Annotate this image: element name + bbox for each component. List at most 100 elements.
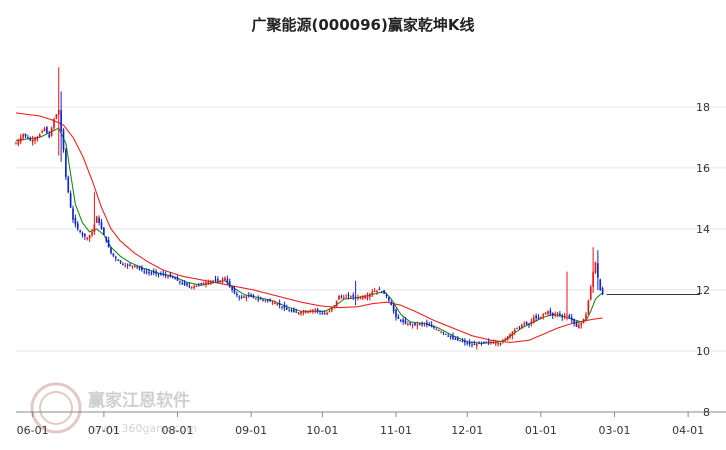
candle-body (236, 293, 238, 296)
candle-body (307, 310, 309, 313)
candle-body (582, 318, 585, 323)
candle-body (278, 303, 281, 306)
candle-body (281, 306, 283, 308)
candle-body (245, 296, 248, 299)
candle-body (60, 110, 62, 132)
candle-body (217, 279, 219, 281)
candle-body (509, 334, 511, 337)
candle-body (333, 305, 336, 308)
candle-body (390, 302, 393, 306)
candle-body (34, 138, 36, 141)
candle-body (274, 302, 276, 304)
candle-body (202, 283, 205, 285)
candle-body (421, 323, 423, 325)
candle-body (566, 314, 568, 316)
candle-body (15, 143, 17, 145)
candle-body (84, 234, 86, 237)
candle-body (556, 312, 559, 315)
candle-body (428, 323, 431, 326)
candle-body (388, 297, 390, 301)
candle-body (331, 308, 333, 311)
candle-body (91, 231, 93, 236)
candle-body (471, 344, 473, 346)
candle-body (55, 114, 58, 119)
x-tick-label: 11-01 (380, 424, 412, 437)
candle-body (430, 324, 433, 327)
candle-body (67, 177, 70, 193)
candle-body (321, 312, 324, 314)
candle-body (221, 279, 224, 281)
candle-body (464, 340, 466, 343)
candle-body (456, 338, 459, 341)
candle-body (511, 331, 514, 336)
candle-body (200, 283, 203, 285)
candle-body (297, 312, 300, 314)
candle-body (568, 315, 571, 318)
candle-body (224, 277, 226, 281)
candle-body (521, 325, 523, 329)
candle-body (454, 338, 457, 340)
candle-body (212, 280, 214, 282)
candle-body (288, 310, 290, 312)
candle-body (452, 335, 454, 339)
candle-body (338, 296, 340, 300)
candle-body (549, 310, 552, 314)
candle-body (262, 299, 264, 301)
candle-body (319, 311, 321, 313)
x-tick-label: 03-01 (599, 424, 631, 437)
candle-body (145, 271, 148, 273)
candle-body (285, 307, 288, 310)
x-tick-label: 12-01 (451, 424, 483, 437)
candle-body (418, 323, 421, 325)
y-tick-label: 8 (703, 406, 710, 419)
candle-body (302, 311, 305, 313)
candle-body (88, 235, 91, 239)
candle-body (259, 298, 262, 300)
candle-body (442, 332, 445, 334)
candle-body (589, 286, 592, 300)
candle-body (214, 279, 217, 281)
y-tick-label: 18 (696, 101, 710, 114)
candle-body (342, 297, 345, 299)
candle-body (314, 309, 317, 311)
candle-body (459, 340, 461, 342)
candle-body (164, 274, 167, 276)
candle-body (48, 134, 51, 138)
x-tick-label: 06-01 (17, 424, 49, 437)
candle-body (433, 327, 435, 329)
candle-body (74, 218, 77, 225)
candle-body (585, 314, 587, 320)
candle-body (518, 326, 521, 328)
candle-body (266, 299, 269, 301)
candle-body (243, 296, 245, 298)
candle-body (176, 277, 179, 281)
candle-body (547, 311, 549, 315)
candle-body (404, 320, 407, 324)
candle-body (561, 316, 564, 318)
candle-body (597, 263, 599, 278)
candle-body (141, 267, 143, 271)
candle-body (186, 283, 188, 286)
candle-body (295, 311, 298, 313)
candle-body (528, 324, 530, 326)
candle-body (468, 342, 471, 345)
candle-body (385, 295, 388, 297)
candle-body (551, 312, 554, 316)
watermark: 赢家江恩软件 www.360gann.com (30, 382, 197, 435)
candle-body (155, 271, 157, 274)
candle-body (350, 296, 352, 298)
candle-body (114, 256, 117, 259)
candle-body (276, 303, 279, 305)
candle-body (369, 293, 371, 297)
candle-body (29, 138, 32, 141)
candle-body (157, 273, 160, 275)
candle-body (179, 281, 181, 283)
candle-body (107, 239, 110, 248)
candle-body (195, 285, 198, 287)
candle-body (347, 295, 350, 297)
candle-body (209, 280, 212, 283)
candle-body (475, 344, 478, 346)
candle-body (494, 342, 497, 344)
candle-body (575, 321, 578, 327)
candle-body (36, 137, 39, 140)
